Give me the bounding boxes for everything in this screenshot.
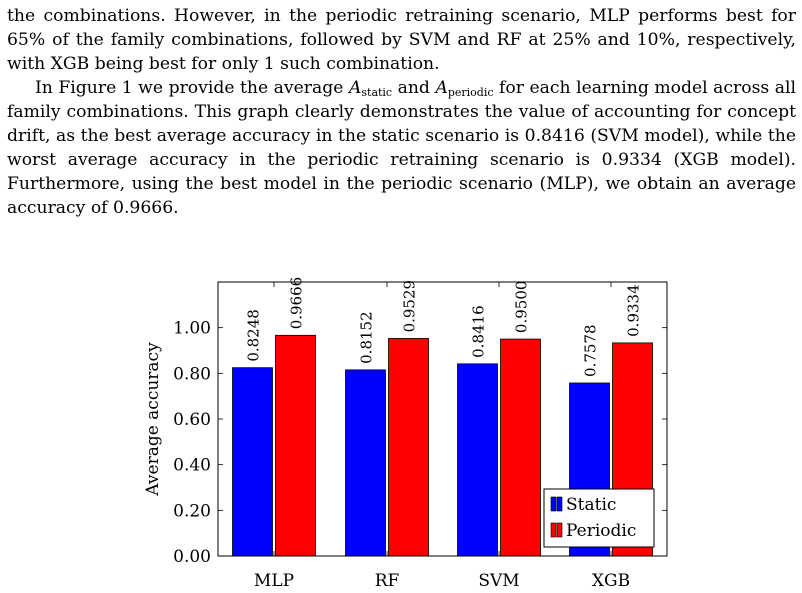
legend-swatch [550, 496, 557, 512]
data-label: 0.8152 [358, 311, 376, 364]
x-tick-label: RF [375, 571, 400, 591]
sub-static: static [361, 86, 393, 99]
y-axis-label: Average accuracy [143, 342, 163, 497]
x-tick-label: SVM [478, 571, 519, 591]
y-tick-label: 0.20 [173, 501, 211, 521]
legend-label: Periodic [566, 521, 636, 541]
legend-swatch [556, 522, 563, 538]
data-label: 0.8416 [470, 305, 488, 358]
x-tick-label: MLP [254, 571, 294, 591]
y-tick-label: 1.00 [173, 319, 211, 339]
paragraph-2-part-1: In Figure 1 we provide the average [35, 78, 349, 98]
data-label: 0.7578 [582, 324, 600, 377]
body-text: the combinations. However, in the period… [7, 4, 796, 220]
data-label: 0.9334 [625, 284, 643, 337]
y-tick-label: 0.80 [173, 364, 211, 384]
legend-label: Static [566, 495, 616, 515]
paragraph-2: In Figure 1 we provide the average Astat… [7, 76, 796, 220]
paragraph-2-part-3: for each learning model across all famil… [7, 78, 796, 218]
paragraph-2-part-2: and [392, 78, 436, 98]
bar-static-mlp [232, 367, 273, 557]
sub-periodic: periodic [447, 86, 494, 99]
y-tick-label: 0.40 [173, 456, 211, 476]
bar-static-svm [457, 363, 498, 557]
y-tick-label: 0.60 [173, 410, 211, 430]
paragraph-1: the combinations. However, in the period… [7, 6, 796, 74]
bar-periodic-mlp [275, 334, 316, 557]
legend-swatch [556, 496, 563, 512]
data-label: 0.9666 [288, 277, 306, 330]
var-a-periodic: A [435, 78, 448, 98]
bar-periodic-svm [500, 338, 541, 557]
bar-static-rf [345, 369, 386, 557]
x-tick-label: XGB [592, 571, 630, 591]
bar-periodic-rf [388, 338, 429, 557]
legend-box [543, 488, 655, 548]
data-label: 0.9529 [401, 280, 419, 333]
data-label: 0.9500 [513, 281, 531, 334]
legend-swatch [550, 522, 557, 538]
y-tick-label: 0.00 [173, 547, 211, 567]
data-label: 0.8248 [245, 309, 263, 362]
plot-frame [217, 281, 668, 557]
var-a-static: A [348, 78, 362, 98]
